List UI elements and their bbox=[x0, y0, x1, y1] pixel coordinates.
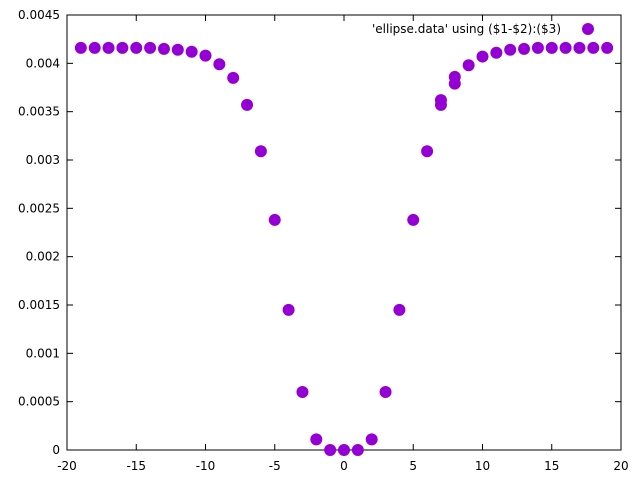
data-point bbox=[185, 45, 198, 58]
data-point bbox=[157, 42, 170, 55]
data-point bbox=[116, 41, 129, 54]
x-tick-label: 15 bbox=[544, 459, 559, 473]
x-tick-label: -5 bbox=[269, 459, 281, 473]
data-point bbox=[379, 386, 392, 398]
data-point bbox=[559, 41, 572, 54]
data-point bbox=[421, 145, 434, 158]
y-tick-label: 0.0045 bbox=[18, 8, 60, 22]
data-point bbox=[434, 94, 447, 107]
data-point bbox=[338, 444, 350, 456]
x-tick-label: 20 bbox=[613, 459, 628, 473]
data-point bbox=[268, 213, 281, 226]
data-point bbox=[587, 41, 600, 54]
data-point bbox=[476, 50, 489, 63]
x-tick-label: -15 bbox=[126, 459, 146, 473]
data-point bbox=[144, 41, 157, 54]
data-point bbox=[518, 42, 531, 55]
data-point bbox=[531, 41, 544, 54]
data-point bbox=[88, 41, 101, 54]
y-tick-label: 0.0025 bbox=[18, 201, 60, 215]
legend-label: 'ellipse.data' using ($1-$2):($3) bbox=[372, 22, 561, 36]
y-tick-label: 0.003 bbox=[26, 153, 60, 167]
data-point bbox=[296, 386, 309, 398]
data-point bbox=[393, 303, 406, 316]
plot-frame bbox=[66, 14, 622, 451]
y-tick-label: 0.002 bbox=[26, 250, 60, 264]
x-tick-label: 10 bbox=[475, 459, 490, 473]
data-point bbox=[282, 303, 295, 316]
legend-marker bbox=[582, 23, 594, 35]
y-tick-label: 0.004 bbox=[26, 56, 60, 70]
y-tick-labels: 0 0.0005 0.001 0.0015 0.002 0.0025 0.003 0.0035… bbox=[18, 8, 60, 457]
data-point bbox=[601, 41, 614, 54]
x-tick-label: 0 bbox=[340, 459, 348, 473]
y-tick-label: 0.0005 bbox=[18, 395, 60, 409]
y-tick-label: 0.0015 bbox=[18, 298, 60, 312]
data-point bbox=[545, 41, 558, 54]
x-tick-label: -10 bbox=[196, 459, 216, 473]
x-tick-label: -20 bbox=[57, 459, 77, 473]
data-point bbox=[254, 145, 267, 158]
data-point bbox=[490, 46, 503, 59]
data-point bbox=[504, 43, 517, 56]
data-point bbox=[407, 213, 420, 226]
data-points bbox=[74, 41, 614, 456]
data-point bbox=[351, 444, 364, 456]
legend: 'ellipse.data' using ($1-$2):($3) bbox=[372, 22, 594, 36]
data-point bbox=[213, 58, 226, 71]
data-point bbox=[324, 444, 337, 456]
data-point bbox=[171, 43, 184, 56]
data-point bbox=[448, 70, 461, 83]
data-point bbox=[241, 98, 254, 111]
axis-ticks bbox=[66, 14, 622, 451]
data-point bbox=[462, 59, 475, 72]
data-point bbox=[573, 41, 586, 54]
data-point bbox=[102, 41, 115, 54]
data-point bbox=[130, 41, 143, 54]
data-point bbox=[227, 71, 240, 84]
x-tick-labels: -20 -15 -10 -5 0 5 10 15 20 bbox=[57, 459, 628, 473]
data-point bbox=[199, 49, 212, 62]
data-point bbox=[74, 41, 87, 54]
y-tick-label: 0 bbox=[52, 443, 60, 457]
y-tick-label: 0.001 bbox=[26, 346, 60, 360]
x-tick-label: 5 bbox=[409, 459, 417, 473]
y-tick-label: 0.0035 bbox=[18, 105, 60, 119]
data-point bbox=[310, 433, 323, 446]
data-point bbox=[365, 433, 378, 446]
